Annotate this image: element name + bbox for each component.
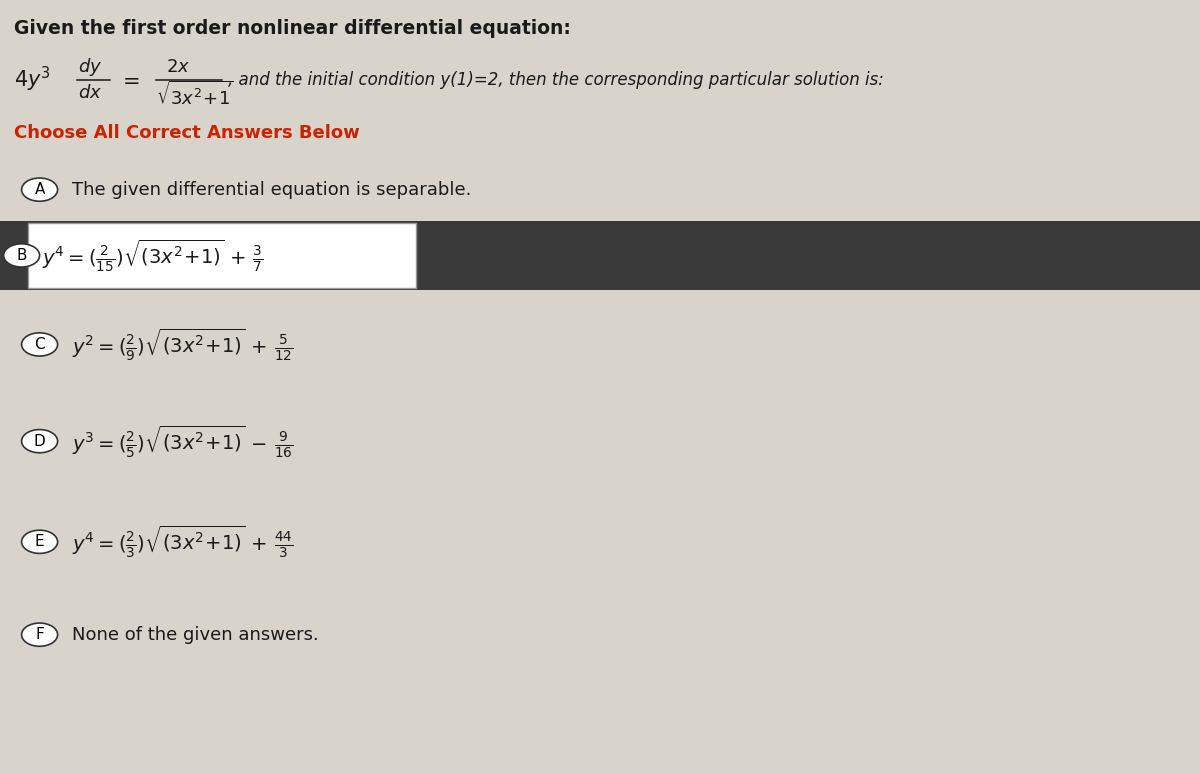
Text: The given differential equation is separable.: The given differential equation is separ… bbox=[72, 180, 472, 199]
Text: $y^3=(\frac{2}{5})\sqrt{(3x^2\!+\!1)}\,-\,\frac{9}{16}$: $y^3=(\frac{2}{5})\sqrt{(3x^2\!+\!1)}\,-… bbox=[72, 423, 294, 460]
Text: $y^4=(\frac{2}{15})\sqrt{(3x^2\!+\!1)}\,+\,\frac{3}{7}$: $y^4=(\frac{2}{15})\sqrt{(3x^2\!+\!1)}\,… bbox=[42, 237, 264, 274]
Bar bbox=[0, 221, 1200, 290]
Circle shape bbox=[22, 530, 58, 553]
Text: Choose All Correct Answers Below: Choose All Correct Answers Below bbox=[14, 124, 360, 142]
Text: $dx$: $dx$ bbox=[78, 84, 102, 102]
Text: $y^2=(\frac{2}{9})\sqrt{(3x^2\!+\!1)}\,+\,\frac{5}{12}$: $y^2=(\frac{2}{9})\sqrt{(3x^2\!+\!1)}\,+… bbox=[72, 326, 294, 363]
Circle shape bbox=[22, 333, 58, 356]
Text: Given the first order nonlinear differential equation:: Given the first order nonlinear differen… bbox=[14, 19, 571, 39]
Text: , and the initial condition y(1)=2, then the corresponding particular solution i: , and the initial condition y(1)=2, then… bbox=[228, 70, 884, 89]
Text: $y^4=(\frac{2}{3})\sqrt{(3x^2\!+\!1)}\,+\,\frac{44}{3}$: $y^4=(\frac{2}{3})\sqrt{(3x^2\!+\!1)}\,+… bbox=[72, 523, 294, 560]
Text: $dy$: $dy$ bbox=[78, 57, 102, 78]
Circle shape bbox=[22, 178, 58, 201]
Circle shape bbox=[22, 623, 58, 646]
Text: $2x$: $2x$ bbox=[166, 58, 190, 77]
Text: B: B bbox=[17, 248, 26, 263]
Text: C: C bbox=[35, 337, 44, 352]
Text: F: F bbox=[35, 627, 44, 642]
Text: $\sqrt{3x^2\!+\!1}$: $\sqrt{3x^2\!+\!1}$ bbox=[156, 80, 234, 108]
Text: D: D bbox=[34, 433, 46, 449]
FancyBboxPatch shape bbox=[28, 223, 416, 288]
Circle shape bbox=[4, 244, 40, 267]
Text: A: A bbox=[35, 182, 44, 197]
Circle shape bbox=[22, 430, 58, 453]
Text: E: E bbox=[35, 534, 44, 550]
Text: None of the given answers.: None of the given answers. bbox=[72, 625, 319, 644]
Text: $4y^3$: $4y^3$ bbox=[14, 65, 52, 94]
Text: $=$: $=$ bbox=[118, 70, 139, 90]
